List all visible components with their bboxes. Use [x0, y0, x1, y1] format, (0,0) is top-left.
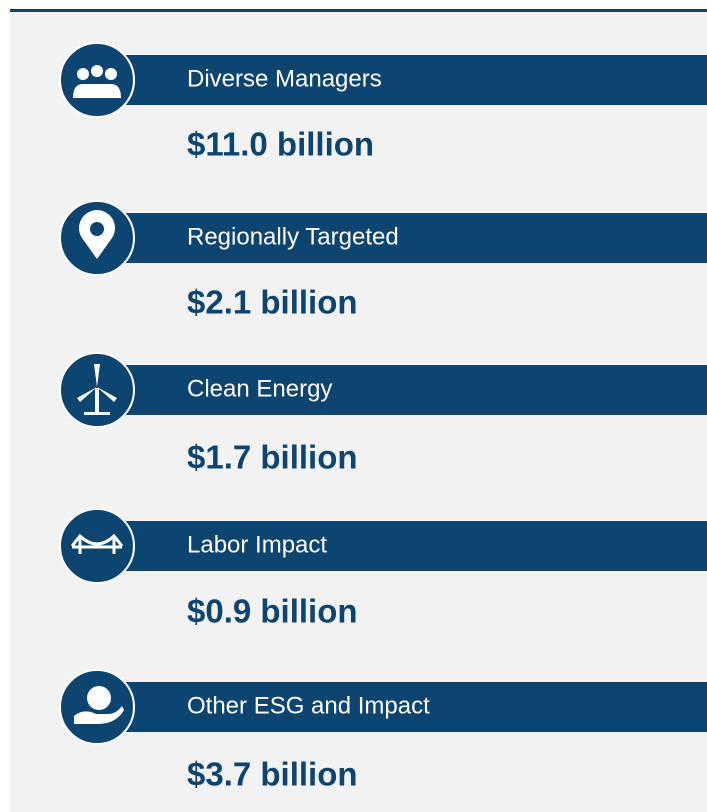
item: Other ESG and Impact $3.7 billion — [59, 669, 707, 793]
item-label: Diverse Managers — [187, 65, 382, 92]
icon-shape — [74, 706, 124, 724]
banner — [110, 365, 707, 415]
item-label: Other ESG and Impact — [187, 692, 430, 719]
item-amount: $1.7 billion — [187, 439, 358, 476]
icon-shape — [91, 65, 103, 77]
icon — [79, 210, 116, 259]
icon-shape — [90, 222, 104, 236]
item-amount: $3.7 billion — [187, 756, 358, 793]
item-label: Regionally Targeted — [187, 223, 399, 250]
item-amount: $11.0 billion — [187, 126, 374, 163]
icon-shape — [77, 364, 117, 402]
rows: Diverse Managers $11.0 billion Regionally … — [59, 42, 707, 793]
banner — [110, 213, 707, 263]
icon-shape — [73, 84, 121, 98]
icon-shape — [87, 686, 111, 710]
icon-shape — [70, 533, 124, 554]
banner — [110, 55, 707, 105]
banner — [110, 521, 707, 571]
item: Labor Impact $0.9 billion — [59, 508, 707, 630]
item: Regionally Targeted $2.1 billion — [59, 200, 707, 321]
item: Diverse Managers $11.0 billion — [59, 42, 707, 163]
item: Clean Energy $1.7 billion — [59, 352, 707, 476]
icon-shape — [95, 388, 99, 414]
icon — [74, 686, 124, 724]
item-amount: $0.9 billion — [187, 593, 358, 630]
icon-ring — [59, 42, 135, 118]
icon-shape — [84, 412, 110, 415]
icon — [70, 533, 124, 554]
item-label: Labor Impact — [187, 531, 327, 558]
banner — [110, 682, 707, 732]
item-amount: $2.1 billion — [187, 284, 358, 321]
icon-shape — [105, 68, 117, 80]
item-label: Clean Energy — [187, 375, 332, 402]
icon — [73, 65, 121, 98]
top-rule — [10, 9, 707, 12]
icon — [77, 364, 117, 415]
icon-shape — [77, 68, 89, 80]
